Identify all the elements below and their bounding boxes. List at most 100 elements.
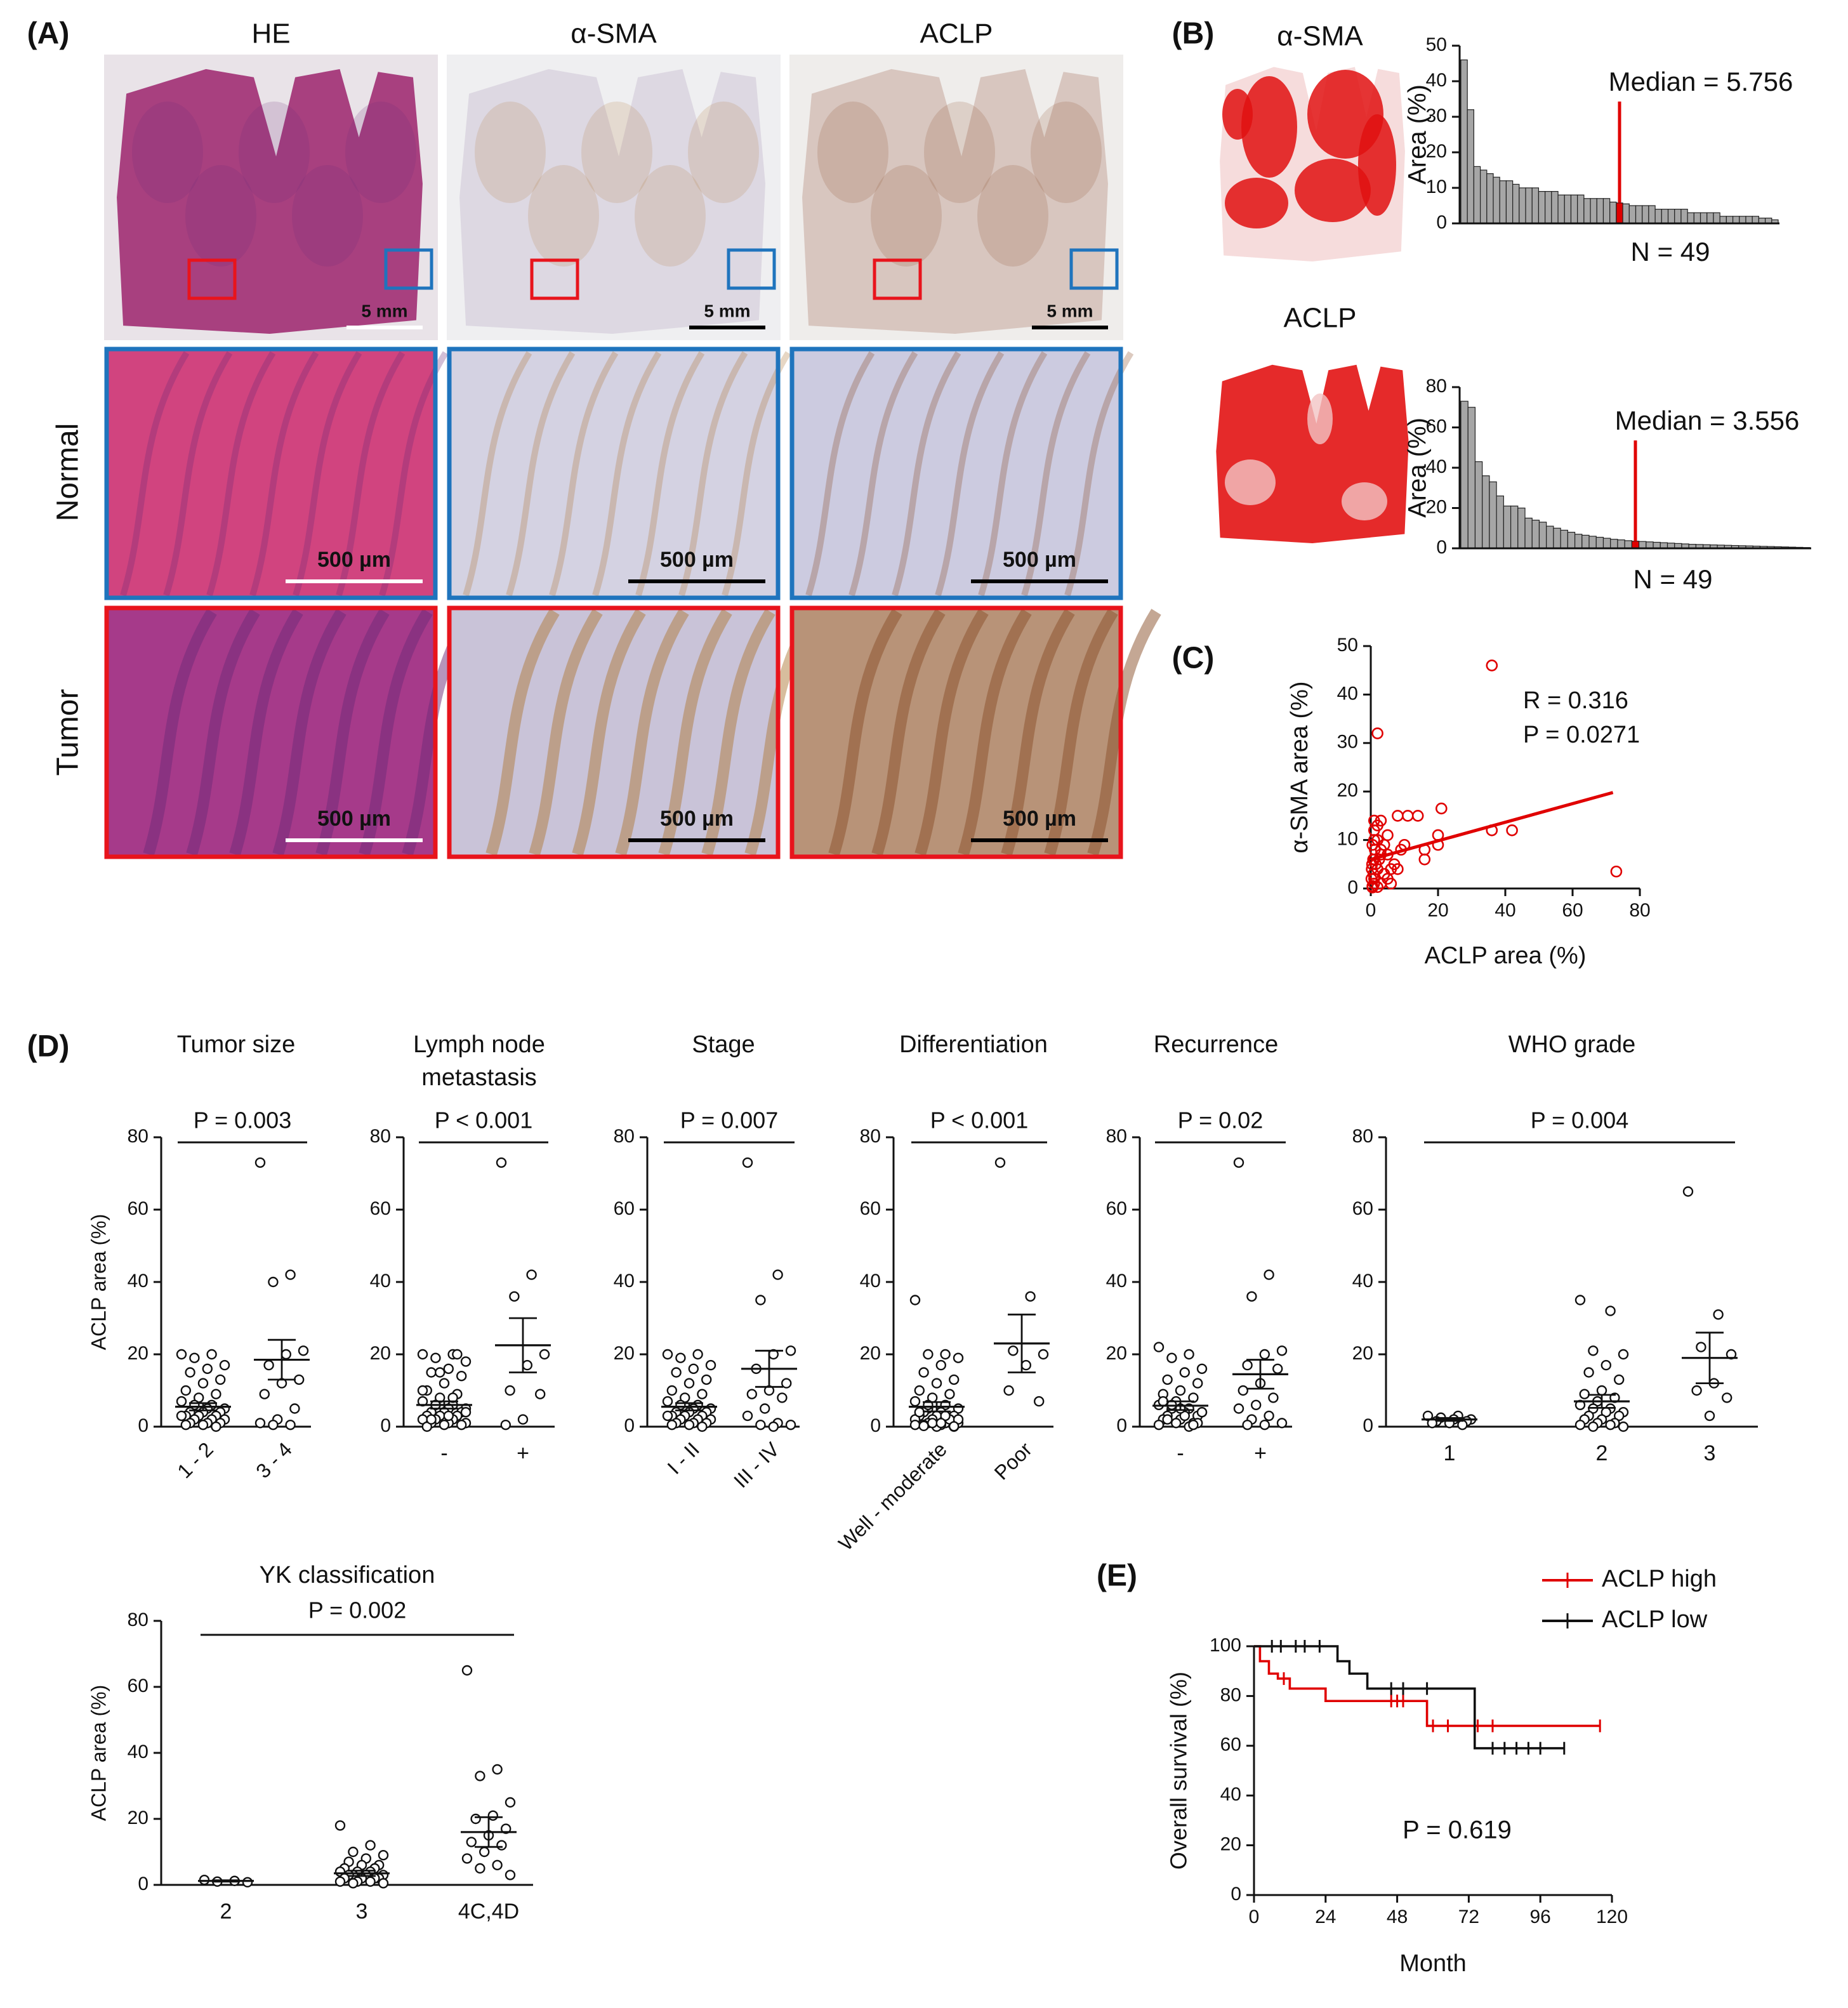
y-axis-label: ACLP area (%) (87, 1685, 110, 1821)
tissue-texture (163, 351, 233, 597)
point (944, 1389, 955, 1399)
bar (1560, 529, 1568, 549)
bar (1467, 407, 1476, 549)
point (487, 1810, 498, 1821)
point (1276, 1418, 1288, 1429)
point (1691, 1385, 1702, 1396)
tissue-texture (485, 609, 560, 856)
point (697, 1389, 708, 1399)
y-tick-label: 0 (1436, 212, 1447, 233)
row-title: Tumor (51, 689, 85, 776)
point (1366, 882, 1378, 894)
point (1020, 1359, 1032, 1371)
point (334, 1876, 346, 1887)
p-value-label: P = 0.003 (194, 1107, 291, 1133)
point (242, 1877, 253, 1888)
tissue-texture (924, 102, 995, 203)
chart-title: Recurrence (1154, 1031, 1278, 1058)
point (1025, 1291, 1036, 1302)
y-tick-label: 0 (138, 1415, 148, 1436)
y-tick-label: 40 (1106, 1271, 1127, 1291)
point (1276, 1345, 1288, 1356)
chart-title: ACLP (1284, 303, 1357, 334)
point (1610, 865, 1623, 878)
x-tick-label: + (517, 1441, 529, 1465)
y-tick-label: 40 (1220, 1784, 1241, 1805)
bar (1512, 183, 1520, 224)
y-tick-label: 40 (1352, 1271, 1373, 1291)
tissue-texture (186, 609, 260, 856)
point (1153, 1342, 1165, 1352)
point (785, 1345, 796, 1356)
p-value-label: P = 0.004 (1531, 1107, 1628, 1133)
bar (1631, 541, 1640, 549)
point (176, 1410, 187, 1422)
tissue-texture (1031, 102, 1102, 203)
tissue-texture (977, 165, 1048, 267)
y-tick-label: 0 (1116, 1415, 1127, 1436)
bar (1648, 205, 1656, 224)
area-map-positive (1241, 76, 1297, 178)
tissue-texture (345, 102, 416, 203)
tissue-texture (315, 609, 390, 856)
point (1486, 659, 1498, 671)
tissue-texture (272, 609, 346, 856)
point (280, 1349, 291, 1360)
y-tick-label: 0 (1347, 877, 1358, 898)
bar (1732, 216, 1740, 224)
y-tick-label: 80 (128, 1126, 148, 1147)
tissue-texture (658, 609, 732, 856)
bar (1610, 539, 1618, 549)
bar (1474, 461, 1483, 549)
zoom-border (104, 347, 438, 600)
point (456, 1370, 467, 1382)
point (460, 1406, 472, 1418)
bar (1538, 191, 1546, 224)
y-tick-label: 0 (1231, 1884, 1241, 1905)
point (1721, 1392, 1732, 1403)
y-tick-label: 0 (1363, 1415, 1373, 1436)
point (1192, 1378, 1203, 1389)
y-tick-label: 50 (1337, 635, 1358, 656)
y-axis-label: Area (%) (1404, 84, 1432, 185)
stat-label: P = 0.0271 (1523, 722, 1640, 748)
point (909, 1396, 921, 1407)
tissue-texture (828, 609, 902, 856)
bar (1493, 176, 1500, 224)
panel-label: (B) (1172, 17, 1215, 51)
bar (1609, 201, 1617, 224)
tissue-texture (1087, 609, 1161, 856)
point (701, 1374, 712, 1385)
bar (1519, 187, 1526, 224)
point (285, 1269, 296, 1280)
x-tick-label: 72 (1458, 1906, 1479, 1927)
point (1188, 1419, 1199, 1430)
point (671, 1367, 682, 1378)
x-axis-label: ACLP area (%) (1425, 942, 1587, 969)
tissue-texture (1021, 351, 1091, 597)
point (683, 1419, 695, 1430)
scale-bar-label: 5 mm (704, 301, 750, 320)
scale-bar-label: 500 µm (660, 807, 734, 831)
bar (1596, 198, 1604, 224)
scale-bar-label: 500 µm (660, 548, 734, 572)
roi-box-tumor (530, 258, 579, 300)
tissue-texture (206, 351, 276, 597)
y-tick-label: 20 (128, 1807, 148, 1828)
row-title: Normal (51, 423, 85, 522)
point (211, 1389, 221, 1399)
roi-box-normal (727, 248, 776, 290)
point (1003, 1385, 1014, 1396)
chart-title: Differentiation (899, 1031, 1048, 1058)
point (1259, 1419, 1270, 1430)
bar (1574, 534, 1583, 549)
tissue-texture (185, 165, 256, 267)
bar (1646, 541, 1654, 549)
y-tick-label: 80 (1426, 376, 1447, 397)
point (1233, 1157, 1244, 1168)
point (755, 1295, 766, 1305)
point (189, 1352, 200, 1363)
point (909, 1295, 921, 1305)
point (539, 1349, 550, 1360)
bar (1700, 212, 1708, 224)
